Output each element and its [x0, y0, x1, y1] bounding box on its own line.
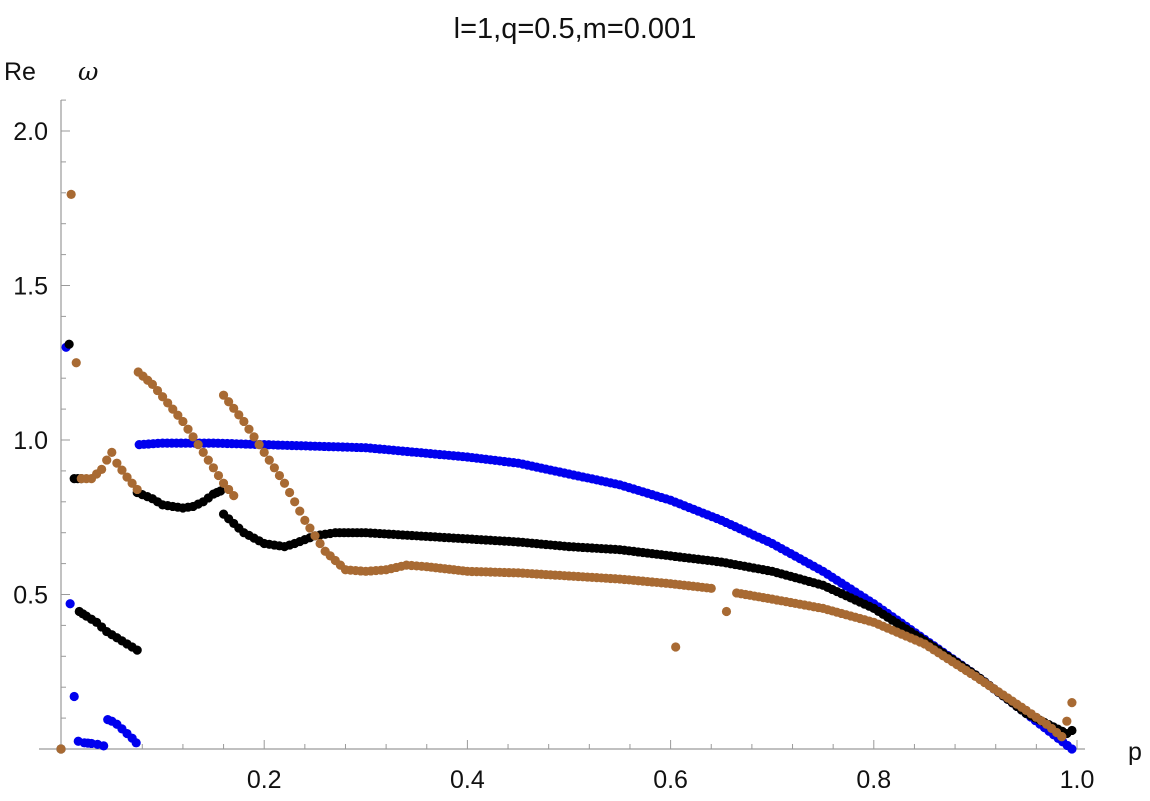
data-point — [1067, 698, 1077, 708]
data-point — [188, 432, 198, 442]
data-point — [224, 484, 234, 495]
data-point — [285, 487, 295, 498]
chart-title: l=1,q=0.5,m=0.001 — [454, 13, 697, 45]
data-point — [721, 606, 732, 617]
y-tick-label: 2.0 — [13, 118, 48, 146]
axes: 0.2 0.4 0.6 0.8 1.0 0.5 1.0 1.5 2.0 — [13, 99, 1095, 794]
data-point — [173, 410, 183, 420]
data-point — [264, 455, 274, 465]
data-point — [203, 455, 213, 465]
data-point — [193, 440, 203, 450]
data-point — [158, 392, 168, 402]
y-axis-title: Re ω — [4, 57, 98, 86]
data-point — [122, 472, 132, 482]
data-point — [244, 424, 254, 434]
data-point — [671, 642, 681, 652]
data-point — [229, 403, 239, 413]
data-point — [65, 599, 75, 609]
data-point — [1067, 725, 1077, 736]
data-point — [274, 470, 285, 481]
y-axis-label-symbol: ω — [78, 57, 98, 86]
data-point — [290, 497, 300, 507]
series-3 — [56, 189, 1077, 754]
y-tick-label: 1.0 — [13, 427, 48, 455]
x-tick-label: 1.0 — [1060, 766, 1095, 794]
data-point — [224, 397, 234, 407]
data-point — [218, 390, 229, 400]
data-point — [131, 738, 141, 748]
data-point — [208, 463, 218, 473]
data-point — [107, 447, 117, 457]
data-point — [132, 645, 142, 655]
data-point — [71, 358, 81, 368]
x-axis-label: p — [1128, 738, 1142, 766]
x-tick-label: 0.2 — [247, 766, 282, 794]
data-point — [163, 398, 173, 408]
data-point — [1067, 744, 1077, 754]
data-point — [269, 463, 279, 473]
data-point — [198, 447, 208, 457]
data-point — [234, 410, 244, 420]
data-point — [215, 486, 226, 496]
data-point — [239, 416, 249, 427]
data-point — [69, 691, 79, 702]
data-point — [147, 379, 158, 389]
data-point — [300, 515, 310, 525]
x-tick-label: 0.8 — [856, 766, 891, 794]
data-point — [168, 404, 178, 414]
x-tick-label: 0.4 — [450, 766, 485, 794]
data-point — [183, 424, 193, 434]
data-point — [706, 583, 716, 593]
data-point — [132, 484, 142, 495]
data-point — [117, 465, 127, 475]
data-point — [152, 385, 163, 396]
data-point — [315, 538, 325, 549]
y-axis-label-prefix: Re — [4, 58, 36, 86]
data-points — [56, 189, 1077, 754]
series-2 — [56, 339, 1077, 754]
data-point — [259, 447, 269, 457]
data-point — [66, 189, 76, 199]
data-point — [254, 440, 264, 450]
y-tick-label: 0.5 — [13, 582, 48, 610]
data-point — [56, 744, 66, 754]
data-point — [295, 506, 305, 516]
data-point — [178, 416, 188, 427]
y-tick-label: 1.5 — [13, 273, 48, 301]
data-point — [99, 741, 109, 751]
data-point — [213, 470, 224, 481]
x-tick-label: 0.6 — [653, 766, 688, 794]
data-point — [127, 478, 137, 488]
data-point — [112, 458, 122, 468]
data-point — [1057, 732, 1067, 742]
data-point — [249, 432, 259, 442]
data-point — [102, 455, 112, 465]
data-point — [229, 491, 239, 501]
data-point — [279, 478, 290, 488]
data-point — [218, 478, 229, 488]
data-point — [97, 464, 107, 474]
data-point — [305, 523, 315, 533]
data-point — [310, 531, 320, 541]
data-point — [64, 339, 74, 349]
data-point — [1062, 716, 1072, 726]
